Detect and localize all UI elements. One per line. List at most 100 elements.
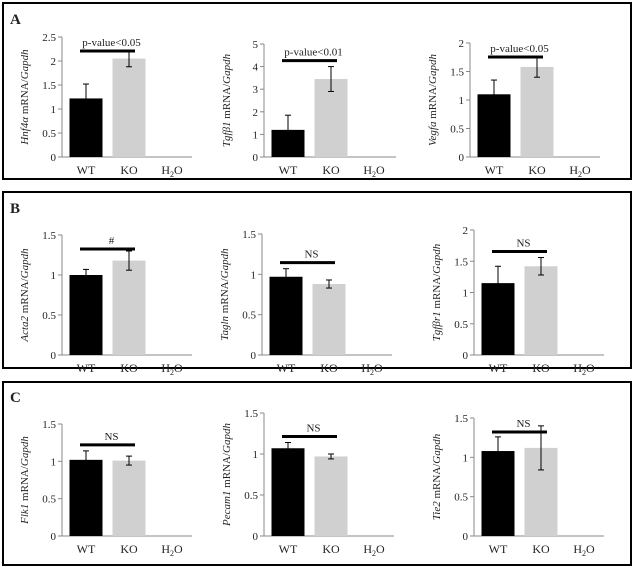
chart-2-ytick-label-4: 4 xyxy=(253,62,259,74)
chart-6-ytick-label-0: 0 xyxy=(463,350,469,362)
chart-5-bar-wt xyxy=(269,276,303,355)
chart-1-ytick-label-5: 2.5 xyxy=(42,32,56,44)
chart-2-xtick-label-0: WT xyxy=(279,163,298,177)
chart-4-ylabel: Acta2 mRNA/Gapdh xyxy=(19,248,31,343)
chart-1-bar-ko xyxy=(112,58,146,157)
chart-6-xtick-label-2: H2O xyxy=(573,361,595,377)
chart-1-ytick-label-4: 2 xyxy=(51,56,57,68)
chart-3-annotation: p-value<0.05 xyxy=(490,43,549,55)
chart-5-xtick-label-2: H2O xyxy=(361,361,383,377)
chart-6-bar-ko xyxy=(524,266,558,355)
chart-9-xtick-label-0: WT xyxy=(489,542,508,556)
chart-1-ytick-label-2: 1 xyxy=(51,104,57,116)
chart-9-ylabel: Tie2 mRNA/Gapdh xyxy=(431,433,443,520)
chart-9-ytick-label-0: 0 xyxy=(463,531,469,543)
chart-2-xtick-label-1: KO xyxy=(322,163,340,177)
chart-2-ytick-label-3: 3 xyxy=(253,84,259,96)
charts-layer: 0 0.5 1 1.5 2 2.5 WT KO H2O p-value<0.05 Hnf4α mRN… xyxy=(19,32,604,558)
chart-7-annotation: NS xyxy=(104,431,118,443)
chart-7-ytick-label-0: 0 xyxy=(51,531,57,543)
chart-8-ytick-label-3: 1.5 xyxy=(244,408,258,420)
chart-5-ytick-label-0: 0 xyxy=(251,350,257,362)
chart-1-xtick-label-2: H2O xyxy=(161,163,183,179)
chart-4-ytick-label-2: 1 xyxy=(51,270,57,282)
chart-8-ytick-label-1: 0.5 xyxy=(244,490,258,502)
panel-a-label: A xyxy=(10,12,21,28)
chart-8-ytick-label-2: 1 xyxy=(253,449,259,461)
chart-3-xtick-label-1: KO xyxy=(528,163,546,177)
chart-3-ylabel: Vegfa mRNA/Gapdh xyxy=(427,54,439,146)
chart-3-ytick-label-1: 0.5 xyxy=(450,124,464,136)
chart-9-ytick-label-3: 1.5 xyxy=(454,413,468,425)
chart-3-ytick-label-2: 1 xyxy=(459,95,465,107)
panel-c-label: C xyxy=(10,390,21,406)
chart-4-xtick-label-0: WT xyxy=(77,361,96,375)
chart-7-xtick-label-1: KO xyxy=(120,542,138,556)
chart-8-xtick-label-1: KO xyxy=(322,542,340,556)
chart-1-xtick-label-0: WT xyxy=(77,163,96,177)
chart-5-ytick-label-3: 1.5 xyxy=(242,229,256,241)
chart-7-ytick-label-1: 0.5 xyxy=(42,494,56,506)
chart-2-xtick-label-2: H2O xyxy=(363,163,385,179)
chart-7-bar-wt xyxy=(69,459,103,536)
chart-8-xtick-label-2: H2O xyxy=(363,542,385,558)
chart-1-ytick-label-1: 0.5 xyxy=(42,128,56,140)
chart-8-xtick-label-0: WT xyxy=(279,542,298,556)
chart-9-ytick-label-1: 0.5 xyxy=(454,492,468,504)
chart-3-ytick-label-4: 2 xyxy=(459,38,465,50)
chart-4-xtick-label-1: KO xyxy=(120,361,138,375)
chart-3-ytick-label-0: 0 xyxy=(459,152,465,164)
chart-2-ytick-label-5: 5 xyxy=(253,39,259,51)
chart-9-xtick-label-1: KO xyxy=(532,542,550,556)
chart-9-annotation: NS xyxy=(516,418,530,430)
chart-1-ylabel: Hnf4α mRNA/Gapdh xyxy=(19,49,31,146)
chart-5-ylabel: Tagln mRNA/Gapdh xyxy=(219,248,231,341)
chart-5-bar-ko xyxy=(312,284,346,355)
chart-7-ylabel: Flk1 mRNA/Gapdh xyxy=(19,436,31,525)
chart-6-xtick-label-1: KO xyxy=(532,361,550,375)
chart-8-bar-wt xyxy=(271,448,305,536)
chart-2-ytick-label-1: 1 xyxy=(253,129,259,141)
chart-6-ytick-label-2: 1 xyxy=(463,288,469,300)
panel-c-frame xyxy=(2,381,632,566)
chart-5-annotation: NS xyxy=(304,249,318,261)
chart-6-ylabel: Tgfβr1 mRNA/Gapdh xyxy=(431,243,443,341)
chart-9-xtick-label-2: H2O xyxy=(573,542,595,558)
chart-4-xtick-label-2: H2O xyxy=(161,361,183,377)
chart-1-ytick-label-3: 1.5 xyxy=(42,80,56,92)
panel-a-frame xyxy=(2,2,632,180)
chart-7-ytick-label-2: 1 xyxy=(51,456,57,468)
chart-3-ytick-label-3: 1.5 xyxy=(450,67,464,79)
chart-6-ytick-label-4: 2 xyxy=(463,225,469,237)
chart-8-annotation: NS xyxy=(306,423,320,435)
chart-5-xtick-label-0: WT xyxy=(277,361,296,375)
chart-2-ytick-label-2: 2 xyxy=(253,107,259,119)
chart-5-ytick-label-1: 0.5 xyxy=(242,310,256,322)
chart-5-ytick-label-2: 1 xyxy=(251,269,257,281)
chart-1-annotation: p-value<0.05 xyxy=(82,37,141,49)
chart-2-annotation: p-value<0.01 xyxy=(284,47,342,59)
chart-5-xtick-label-1: KO xyxy=(320,361,338,375)
chart-7-ytick-label-3: 1.5 xyxy=(42,419,56,431)
chart-7-xtick-label-2: H2O xyxy=(161,542,183,558)
chart-8-ylabel: Pecam1 mRNA/Gapdh xyxy=(221,423,233,527)
chart-6-ytick-label-3: 1.5 xyxy=(454,256,468,268)
chart-2-ylabel: Tgfβ1 mRNA/Gapdh xyxy=(221,53,233,147)
chart-9-ytick-label-2: 1 xyxy=(463,452,469,464)
chart-2-bar-ko xyxy=(314,79,348,157)
chart-2-ytick-label-0: 0 xyxy=(253,152,259,164)
panel-b-frame xyxy=(2,191,632,369)
chart-4-ytick-label-0: 0 xyxy=(51,350,57,362)
chart-6-xtick-label-0: WT xyxy=(489,361,508,375)
chart-3-bar-ko xyxy=(520,66,554,157)
chart-1-ytick-label-0: 0 xyxy=(51,152,57,164)
chart-4-ytick-label-1: 0.5 xyxy=(42,310,56,322)
chart-6-annotation: NS xyxy=(516,238,530,250)
chart-7-bar-ko xyxy=(112,460,146,536)
chart-7-xtick-label-0: WT xyxy=(77,542,96,556)
chart-4-annotation: # xyxy=(109,235,115,247)
chart-4-bar-wt xyxy=(69,275,103,355)
chart-8-ytick-label-0: 0 xyxy=(253,531,259,543)
panel-b-label: B xyxy=(10,201,20,217)
